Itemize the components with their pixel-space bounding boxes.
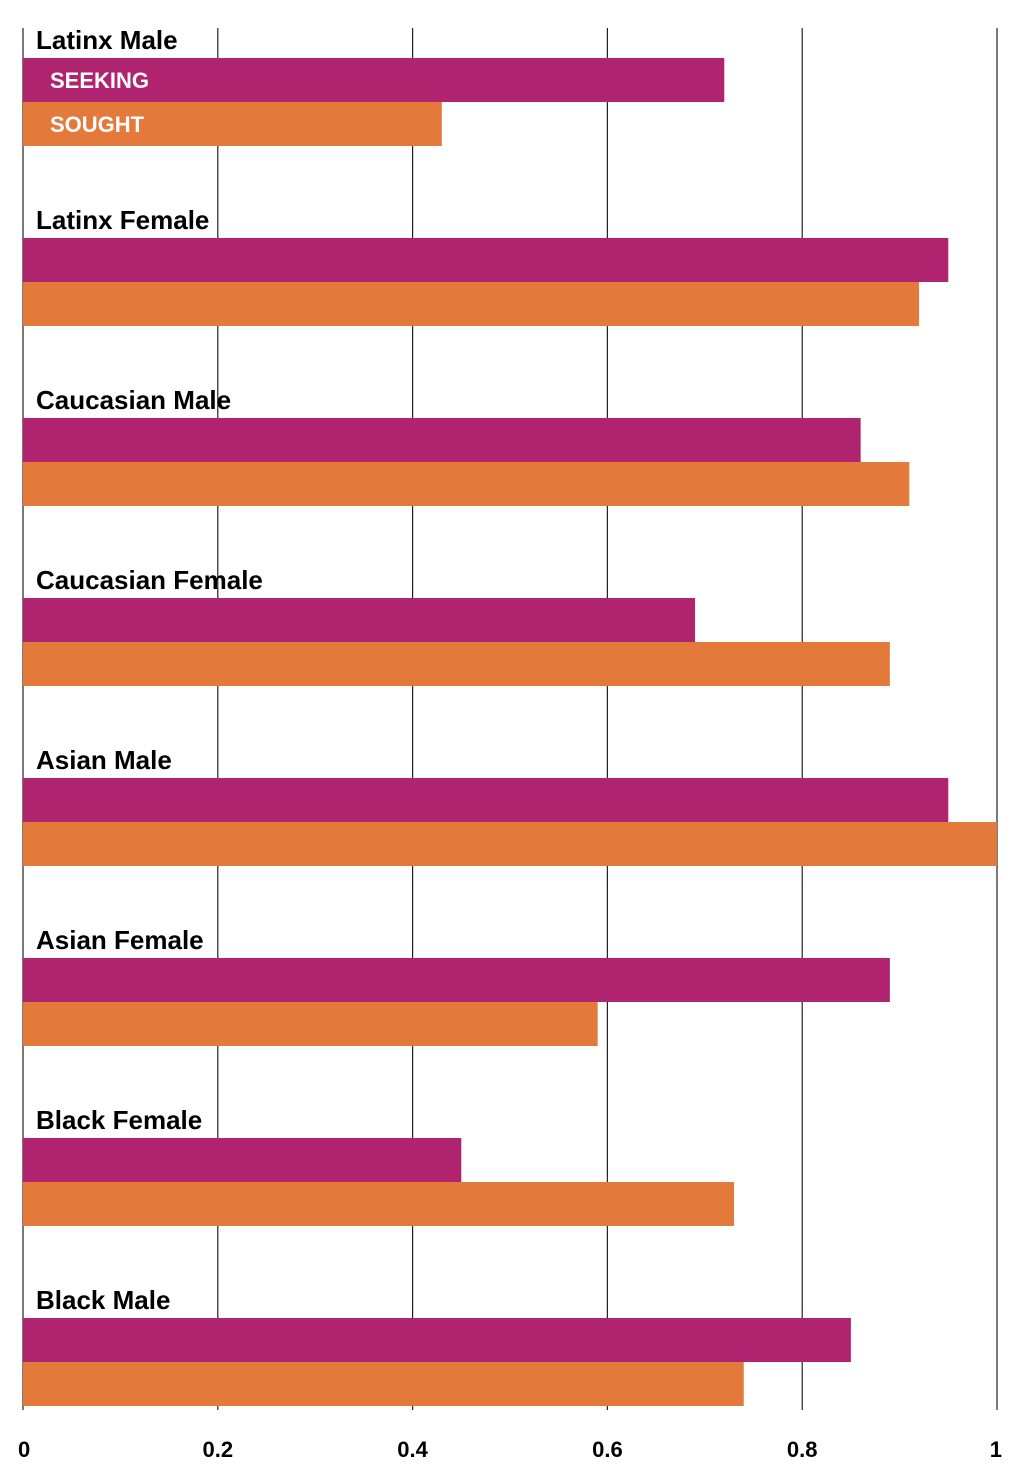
x-tick-label: 0.6 (592, 1437, 623, 1462)
bar-seeking (23, 598, 696, 642)
bar-sought (23, 102, 442, 146)
bar-seeking (23, 238, 949, 282)
category-label: Caucasian Female (36, 565, 263, 595)
bar-sought (23, 462, 910, 506)
x-tick-label: 0.4 (397, 1437, 428, 1462)
bar-sought (23, 642, 890, 686)
category-label: Black Female (36, 1105, 202, 1135)
category-label: Black Male (36, 1285, 170, 1315)
legend-label-sought: SOUGHT (50, 112, 145, 137)
x-axis-ticks: 0 0.2 0.4 0.6 0.8 1 (18, 1437, 1002, 1462)
bar-sought (23, 282, 920, 326)
category-label: Caucasian Male (36, 385, 231, 415)
category-label: Latinx Female (36, 205, 209, 235)
bar-sought (23, 1002, 598, 1046)
bar-seeking (23, 58, 725, 102)
bar-sought (23, 822, 997, 866)
bar-sought (23, 1362, 744, 1406)
x-tick-label: 0.2 (203, 1437, 234, 1462)
x-tick-label: 0.8 (787, 1437, 818, 1462)
bar-seeking (23, 1138, 462, 1182)
category-labels: Latinx Male Latinx Female Caucasian Male Ca… (36, 25, 263, 1315)
legend-label-seeking: SEEKING (50, 68, 149, 93)
bars (23, 58, 997, 1406)
category-label: Asian Male (36, 745, 172, 775)
bar-sought (23, 1182, 735, 1226)
bar-seeking (23, 958, 890, 1002)
category-label: Asian Female (36, 925, 204, 955)
category-label: Latinx Male (36, 25, 178, 55)
x-tick-label: 0 (18, 1437, 30, 1462)
bar-seeking (23, 778, 949, 822)
x-tick-label: 1 (990, 1437, 1002, 1462)
bar-seeking (23, 418, 861, 462)
bar-seeking (23, 1318, 851, 1362)
legend: SEEKING SOUGHT (50, 68, 149, 137)
